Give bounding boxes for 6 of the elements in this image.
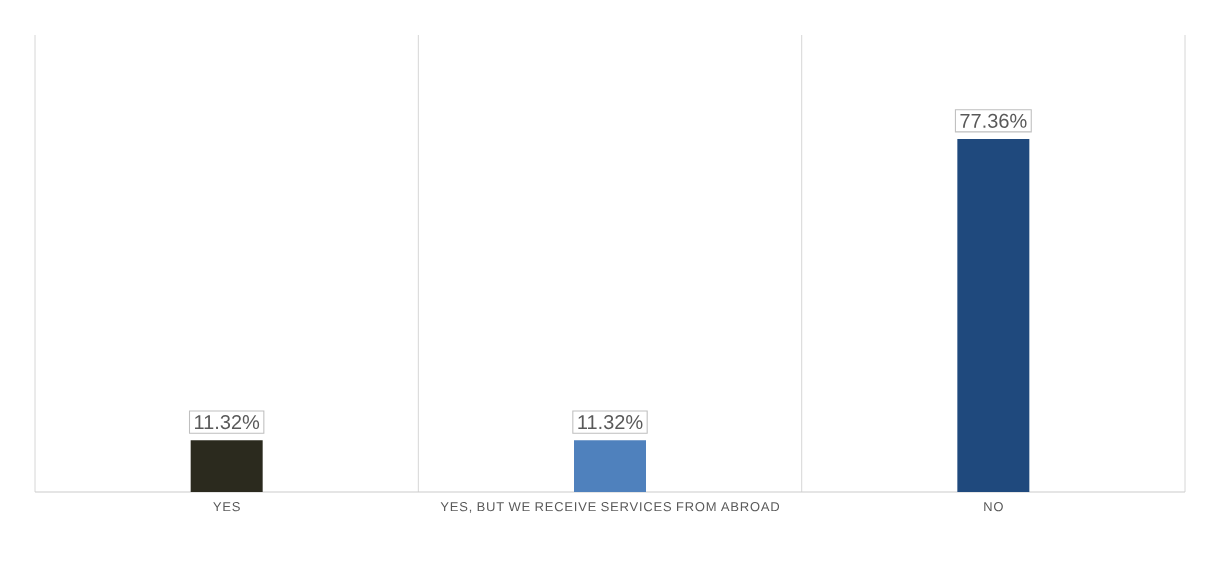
- x-tick-label: YES: [213, 502, 240, 512]
- data-label: 11.32%: [578, 415, 643, 430]
- x-tick-label: NO: [984, 502, 1003, 512]
- x-tick-label: YES, BUT WE RECEIVE SERVICES FROM ABROAD: [440, 502, 780, 513]
- data-label: 11.32%: [195, 415, 260, 430]
- data-label: 77.36%: [960, 113, 1027, 128]
